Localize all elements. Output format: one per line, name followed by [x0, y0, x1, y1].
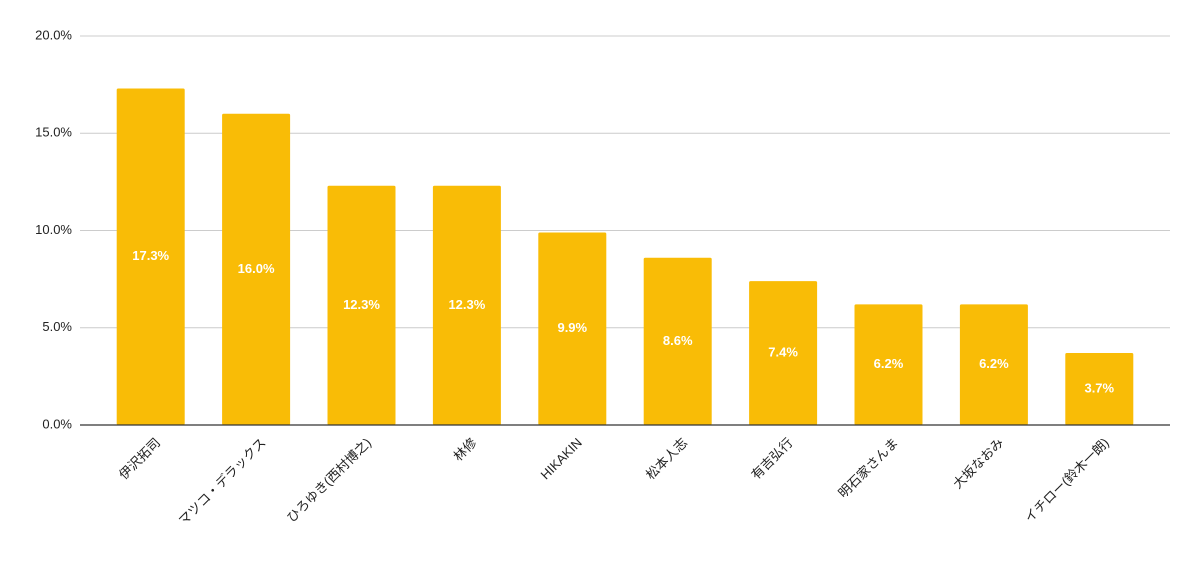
bar — [643, 257, 712, 425]
bar — [959, 304, 1028, 425]
value-label: 6.2% — [979, 356, 1009, 371]
bar — [222, 113, 291, 426]
x-tick-label: 有吉弘行 — [748, 435, 795, 482]
y-tick-label: 15.0% — [35, 125, 72, 140]
y-tick-label: 10.0% — [35, 222, 72, 237]
bar — [1065, 353, 1134, 425]
value-label: 7.4% — [768, 344, 798, 359]
x-tick-label: 林修 — [450, 435, 479, 464]
y-tick-label: 20.0% — [35, 27, 72, 42]
x-tick-label: ひろゆき(西村博之) — [284, 435, 374, 525]
bar — [749, 281, 818, 425]
bar — [327, 185, 396, 425]
value-label: 6.2% — [874, 356, 904, 371]
bar — [116, 88, 185, 425]
x-tick-label: イチロー(鈴木一朗) — [1022, 435, 1112, 525]
bar — [854, 304, 923, 425]
y-tick-label: 0.0% — [42, 416, 72, 431]
x-tick-label: HIKAKIN — [537, 435, 584, 482]
bar — [538, 232, 607, 425]
value-label: 9.9% — [557, 320, 587, 335]
value-label: 3.7% — [1084, 380, 1114, 395]
value-label: 12.3% — [448, 297, 485, 312]
value-label: 12.3% — [343, 297, 380, 312]
y-tick-label: 5.0% — [42, 319, 72, 334]
x-tick-label: マツコ・デラックス — [176, 435, 269, 528]
x-tick-label: 明石家さんま — [835, 435, 901, 501]
value-label: 8.6% — [663, 333, 693, 348]
value-label: 17.3% — [132, 248, 169, 263]
x-tick-label: 松本人志 — [643, 435, 690, 482]
bar — [432, 185, 501, 425]
x-tick-label: 大坂なおみ — [950, 435, 1007, 492]
x-tick-label: 伊沢拓司 — [116, 435, 163, 482]
value-label: 16.0% — [238, 261, 275, 276]
